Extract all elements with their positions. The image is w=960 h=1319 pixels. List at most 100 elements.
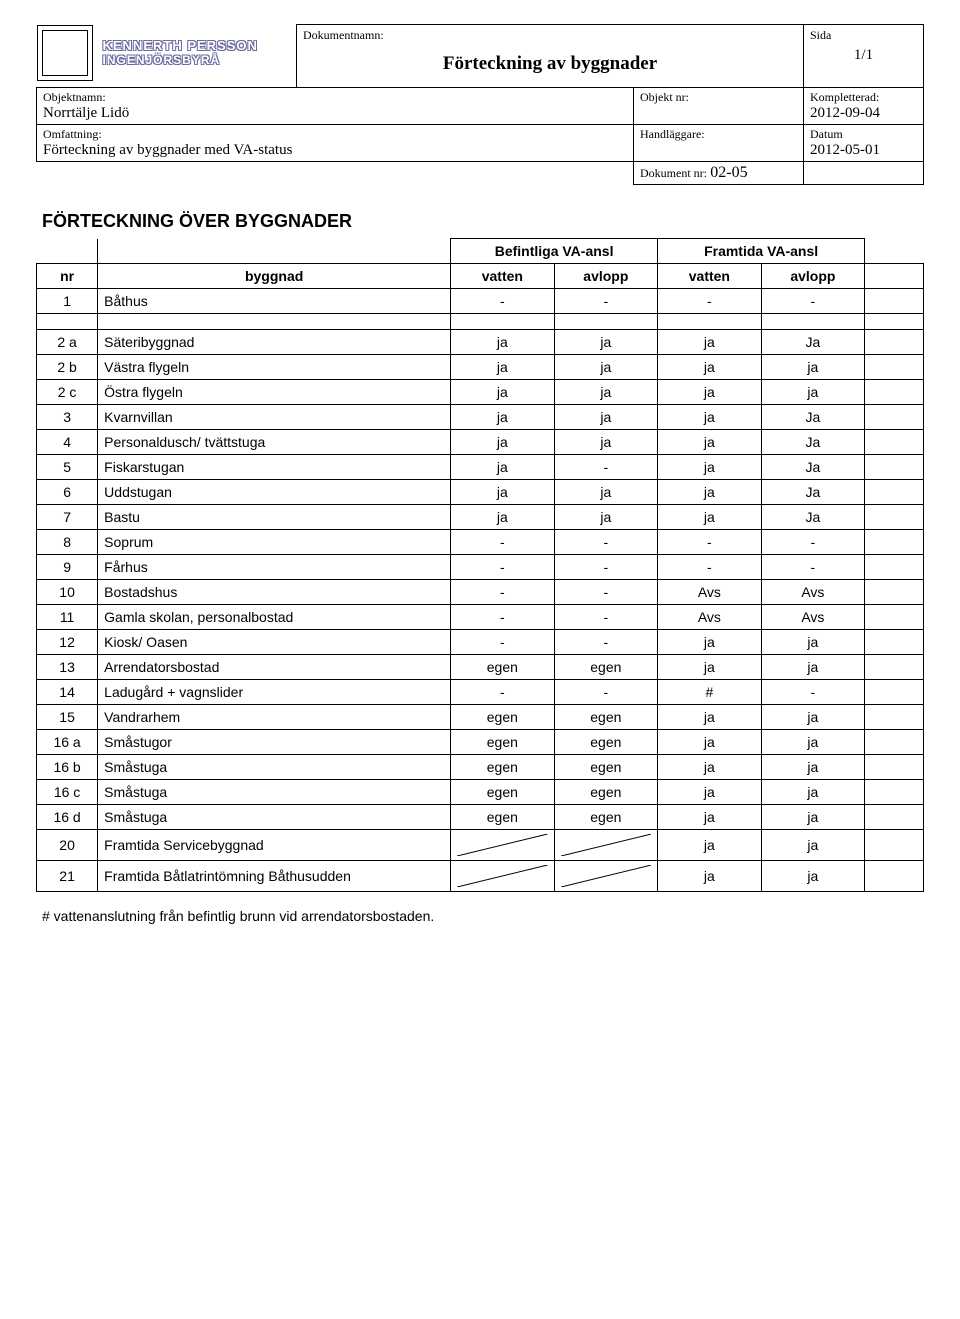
company-logo: KENNERTH PERSSON INGENJÖRSBYRÅ [37, 25, 289, 81]
table-row: 16 cSmåstugaegenegenjaja [37, 780, 924, 805]
dokumentnr-value: 02-05 [710, 164, 747, 181]
cell-value: - [554, 580, 658, 605]
cell-byggnad: Gamla skolan, personalbostad [98, 605, 451, 630]
table-row: 4Personaldusch/ tvättstugajajajaJa [37, 430, 924, 455]
cell-end [865, 780, 924, 805]
cell-value: Ja [761, 455, 865, 480]
cell-value: - [451, 680, 555, 705]
cell-value: ja [451, 505, 555, 530]
cell-value: egen [451, 730, 555, 755]
cell-end [865, 605, 924, 630]
cell-byggnad: Soprum [98, 530, 451, 555]
cell-byggnad: Framtida Båtlatrintömning Båthusudden [98, 861, 451, 892]
cell-end [865, 755, 924, 780]
cell-value: ja [761, 630, 865, 655]
cell-end [865, 405, 924, 430]
cell-value: ja [658, 805, 762, 830]
cell-value: ja [554, 405, 658, 430]
cell-nr: 21 [37, 861, 98, 892]
table-row: 2 cÖstra flygelnjajajaja [37, 380, 924, 405]
cell-value: ja [554, 430, 658, 455]
cell-nr: 14 [37, 680, 98, 705]
cell-value: - [761, 289, 865, 314]
cell-slash [451, 861, 555, 892]
col-fram-vatten: vatten [658, 264, 762, 289]
cell-byggnad: Arrendatorsbostad [98, 655, 451, 680]
page-number: 1/1 [854, 47, 873, 63]
objektnamn-value: Norrtälje Lidö [43, 105, 627, 122]
cell-end [865, 630, 924, 655]
cell-value: ja [658, 380, 762, 405]
cell-byggnad: Småstuga [98, 755, 451, 780]
cell-nr: 16 c [37, 780, 98, 805]
cell-end [865, 289, 924, 314]
cell-value: - [554, 680, 658, 705]
document-header: KENNERTH PERSSON INGENJÖRSBYRÅ Dokumentn… [36, 24, 924, 185]
col-byggnad: byggnad [98, 264, 451, 289]
cell-value: egen [554, 655, 658, 680]
cell-value: egen [451, 780, 555, 805]
document-title: Förteckning av byggnader [303, 47, 797, 85]
cell-value: ja [658, 830, 762, 861]
cell-byggnad: Uddstugan [98, 480, 451, 505]
cell-end [865, 330, 924, 355]
cell-nr: 12 [37, 630, 98, 655]
cell-value: - [761, 680, 865, 705]
cell-value: Avs [658, 580, 762, 605]
cell-value: egen [451, 655, 555, 680]
cell-byggnad: Östra flygeln [98, 380, 451, 405]
cell-value: - [554, 289, 658, 314]
cell-slash [554, 830, 658, 861]
cell-value: egen [451, 805, 555, 830]
cell-value: ja [451, 480, 555, 505]
cell-value: ja [761, 755, 865, 780]
logo-line1: KENNERTH PERSSON [103, 38, 258, 53]
cell-end [865, 805, 924, 830]
table-row: 21Framtida Båtlatrintömning Båthusudden j… [37, 861, 924, 892]
cell-value: ja [451, 430, 555, 455]
cell-value: ja [554, 330, 658, 355]
cell-end [865, 480, 924, 505]
cell-nr: 10 [37, 580, 98, 605]
cell-value: ja [658, 730, 762, 755]
cell-nr: 20 [37, 830, 98, 861]
cell-byggnad: Vandrarhem [98, 705, 451, 730]
table-row: 12Kiosk/ Oasen--jaja [37, 630, 924, 655]
cell-byggnad: Båthus [98, 289, 451, 314]
cell-value: - [761, 555, 865, 580]
col-nr: nr [37, 264, 98, 289]
objektnr-label: Objekt nr: [640, 90, 797, 105]
cell-value: egen [554, 730, 658, 755]
cell-value: egen [554, 705, 658, 730]
cell-nr: 5 [37, 455, 98, 480]
table-spacer [37, 314, 924, 330]
cell-value: ja [451, 455, 555, 480]
cell-value: ja [658, 430, 762, 455]
cell-value: ja [761, 830, 865, 861]
cell-end [865, 355, 924, 380]
table-header-groups: Befintliga VA-ansl Framtida VA-ansl [37, 239, 924, 264]
group-befintliga: Befintliga VA-ansl [451, 239, 658, 264]
table-row: 9Fårhus---- [37, 555, 924, 580]
table-row: 2 aSäteribyggnadjajajaJa [37, 330, 924, 355]
table-row: 10Bostadshus--AvsAvs [37, 580, 924, 605]
kompletterad-label: Kompletterad: [810, 90, 917, 105]
cell-byggnad: Småstuga [98, 780, 451, 805]
cell-byggnad: Ladugård + vagnslider [98, 680, 451, 705]
cell-value: egen [554, 755, 658, 780]
cell-value: - [554, 555, 658, 580]
cell-byggnad: Västra flygeln [98, 355, 451, 380]
cell-nr: 16 d [37, 805, 98, 830]
cell-byggnad: Bastu [98, 505, 451, 530]
datum-label: Datum [810, 127, 917, 142]
table-row: 3KvarnvillanjajajaJa [37, 405, 924, 430]
cell-value: ja [451, 380, 555, 405]
cell-byggnad: Fårhus [98, 555, 451, 580]
cell-value: ja [658, 780, 762, 805]
cell-value: ja [761, 355, 865, 380]
handlaggare-label: Handläggare: [640, 127, 797, 142]
cell-value: ja [658, 861, 762, 892]
datum-value: 2012-05-01 [810, 142, 917, 159]
table-row: 16 aSmåstugoregenegenjaja [37, 730, 924, 755]
cell-end [865, 680, 924, 705]
